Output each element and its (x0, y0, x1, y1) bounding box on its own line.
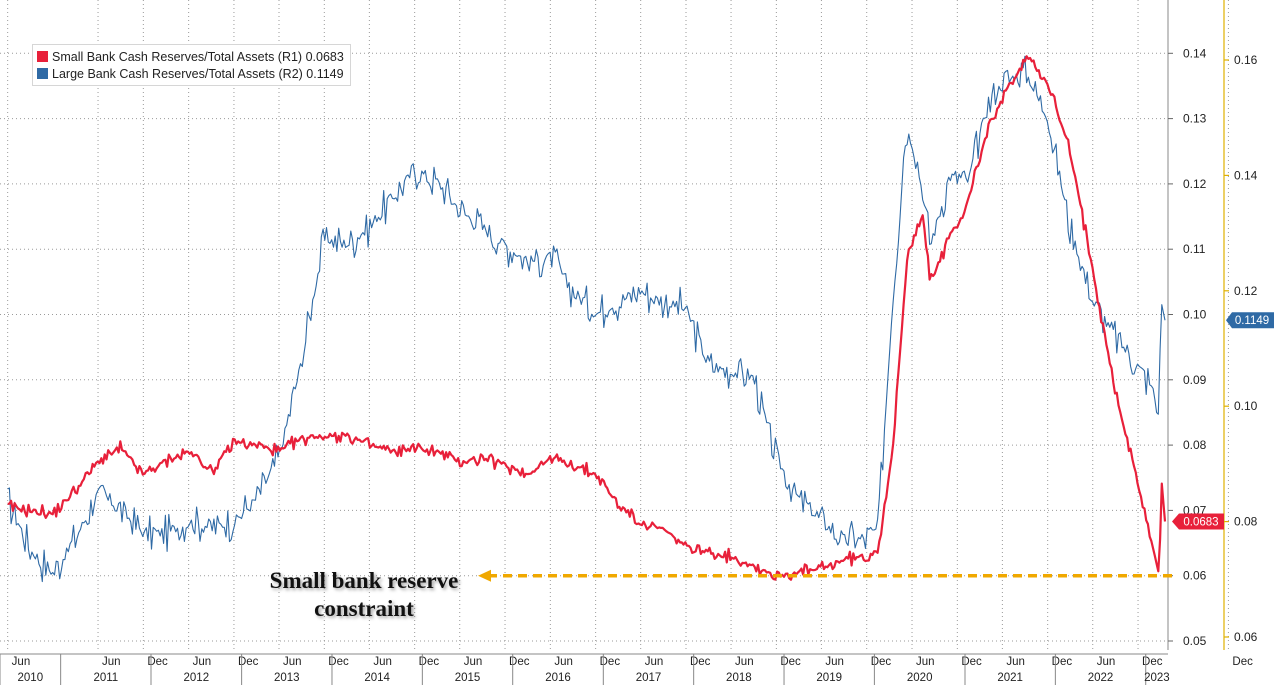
r1-tick-label: 0.05 (1183, 634, 1207, 648)
year-label: 2015 (455, 672, 481, 684)
constraint-layer (478, 569, 1172, 582)
x-tick-label: Jun (645, 656, 664, 668)
year-label: 2020 (907, 672, 933, 684)
legend-item-small: Small Bank Cash Reserves/Total Assets (R… (37, 48, 344, 65)
x-tick-label: Dec (600, 656, 621, 668)
year-label: 2023 (1144, 672, 1170, 684)
legend: Small Bank Cash Reserves/Total Assets (R… (32, 44, 351, 86)
x-tick-label: Jun (373, 656, 392, 668)
x-tick-label: Dec (1052, 656, 1073, 668)
x-tick-label: Jun (554, 656, 573, 668)
x-tick-label: Dec (238, 656, 259, 668)
y-axis-r1: 0.140.130.120.110.100.090.080.070.060.05 (1167, 0, 1207, 650)
last-value-badge-small (1172, 513, 1224, 530)
x-tick-label: Dec (509, 656, 530, 668)
x-tick-label: Dec (147, 656, 168, 668)
r1-tick-label: 0.08 (1183, 438, 1207, 452)
r1-tick-label: 0.13 (1183, 112, 1207, 126)
r1-tick-label: 0.09 (1183, 373, 1207, 387)
r2-tick-label: 0.06 (1234, 630, 1258, 644)
legend-item-large: Large Bank Cash Reserves/Total Assets (R… (37, 65, 344, 82)
legend-label-large: Large Bank Cash Reserves/Total Assets (R… (52, 66, 344, 81)
r1-tick-label: 0.14 (1183, 46, 1207, 60)
x-tick-label: Jun (1006, 656, 1025, 668)
year-label: 2017 (636, 672, 662, 684)
year-label: 2013 (274, 672, 300, 684)
constraint-annotation: Small bank reserve constraint (254, 567, 474, 623)
r1-tick-label: 0.12 (1183, 177, 1207, 191)
r2-tick-label: 0.14 (1234, 168, 1258, 182)
x-tick-label: Jun (102, 656, 121, 668)
year-label: 2014 (364, 672, 390, 684)
r1-tick-label: 0.11 (1183, 242, 1206, 256)
constraint-arrow-icon (478, 569, 491, 582)
r2-tick-label: 0.10 (1234, 399, 1258, 413)
x-tick-label: Jun (735, 656, 754, 668)
x-tick-label: Jun (12, 656, 31, 668)
x-tick-label: Jun (1097, 656, 1116, 668)
r2-tick-label: 0.08 (1234, 515, 1258, 529)
x-tick-label: Jun (464, 656, 483, 668)
constraint-annotation-line1: Small bank reserve (269, 568, 459, 593)
x-axis: Jun Dec Jun Dec Jun Dec Jun Dec Jun Dec Jun Dec Jun D… (0, 653, 1253, 685)
x-tick-label: Dec (961, 656, 982, 668)
legend-swatch-large (37, 68, 48, 79)
x-tick-label: Dec (419, 656, 440, 668)
last-value-badge-large (1226, 312, 1274, 329)
x-tick-label: Dec (328, 656, 349, 668)
year-label: 2010 (18, 672, 44, 684)
x-tick-label: Jun (825, 656, 844, 668)
year-label: 2012 (184, 672, 210, 684)
year-label: 2022 (1088, 672, 1114, 684)
series-layer (7, 55, 1167, 583)
legend-label-small: Small Bank Cash Reserves/Total Assets (R… (52, 49, 344, 64)
year-label: 2019 (816, 672, 842, 684)
series-line-large (7, 55, 1166, 583)
value-labels: 0.0683 0.1149 (1172, 312, 1274, 530)
last-value-label-large: 0.1149 (1235, 315, 1269, 327)
y-axis-r2: 0.16 0.14 0.12 0.10 0.08 0.06 (1223, 0, 1258, 650)
x-tick-label: Jun (193, 656, 212, 668)
year-label: 2011 (93, 672, 118, 684)
x-tick-label: Dec (690, 656, 711, 668)
series-line-small (7, 55, 1167, 581)
x-tick-label: Dec (780, 656, 801, 668)
x-tick-label: Dec (1232, 656, 1253, 668)
year-label: 2021 (997, 672, 1023, 684)
r2-tick-label: 0.12 (1234, 284, 1258, 298)
last-value-label-small: 0.0683 (1183, 517, 1218, 529)
x-tick-label: Dec (871, 656, 892, 668)
constraint-annotation-line2: constraint (314, 596, 414, 621)
grid (0, 0, 1229, 650)
x-tick-label: Dec (1142, 656, 1163, 668)
r1-tick-label: 0.06 (1183, 569, 1207, 583)
year-label: 2016 (545, 672, 571, 684)
year-label: 2018 (726, 672, 752, 684)
x-tick-label: Jun (916, 656, 935, 668)
r2-tick-label: 0.16 (1234, 53, 1258, 67)
legend-swatch-small (37, 51, 48, 62)
x-tick-label: Jun (283, 656, 302, 668)
r1-tick-label: 0.10 (1183, 308, 1207, 322)
